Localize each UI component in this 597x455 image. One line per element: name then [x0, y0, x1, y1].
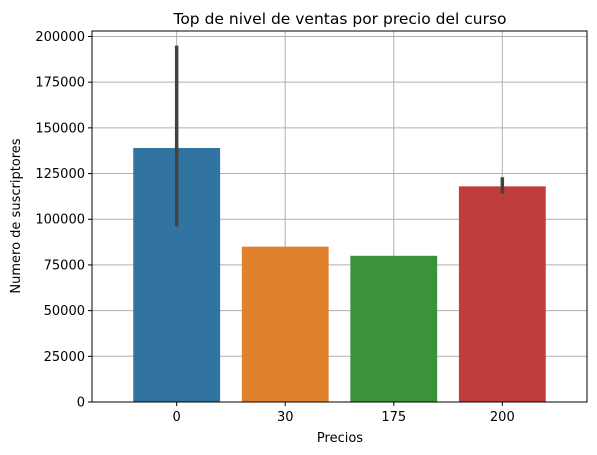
y-axis: 0 25000 50000 75000 100000 125000 150000 175000… — [35, 30, 92, 411]
x-tick-label: 0 — [173, 410, 181, 425]
y-tick-label: 75000 — [44, 258, 85, 273]
y-axis-label: Numero de suscriptores — [9, 138, 24, 293]
bars-layer — [133, 147, 546, 402]
bar-200 — [458, 186, 546, 402]
x-tick-label: 200 — [490, 410, 515, 425]
y-tick-label: 0 — [77, 396, 85, 411]
y-tick-label: 100000 — [35, 213, 85, 228]
bar-30 — [241, 246, 329, 402]
y-tick-label: 175000 — [35, 76, 85, 91]
error-bars-layer — [174, 45, 505, 227]
x-axis-label: Precios — [317, 431, 363, 446]
y-tick-label: 25000 — [44, 350, 85, 365]
y-tick-label: 200000 — [35, 30, 85, 45]
plot-frame — [91, 30, 588, 403]
y-tick-label: 125000 — [35, 167, 85, 182]
x-tick-label: 30 — [277, 410, 294, 425]
x-axis: 0 30 175 200 — [173, 402, 515, 425]
chart-title: Top de nivel de ventas por precio del cu… — [172, 10, 506, 28]
x-tick-label: 175 — [381, 410, 406, 425]
bar-175 — [350, 255, 438, 402]
y-tick-label: 150000 — [35, 121, 85, 136]
y-tick-label: 50000 — [44, 304, 85, 319]
